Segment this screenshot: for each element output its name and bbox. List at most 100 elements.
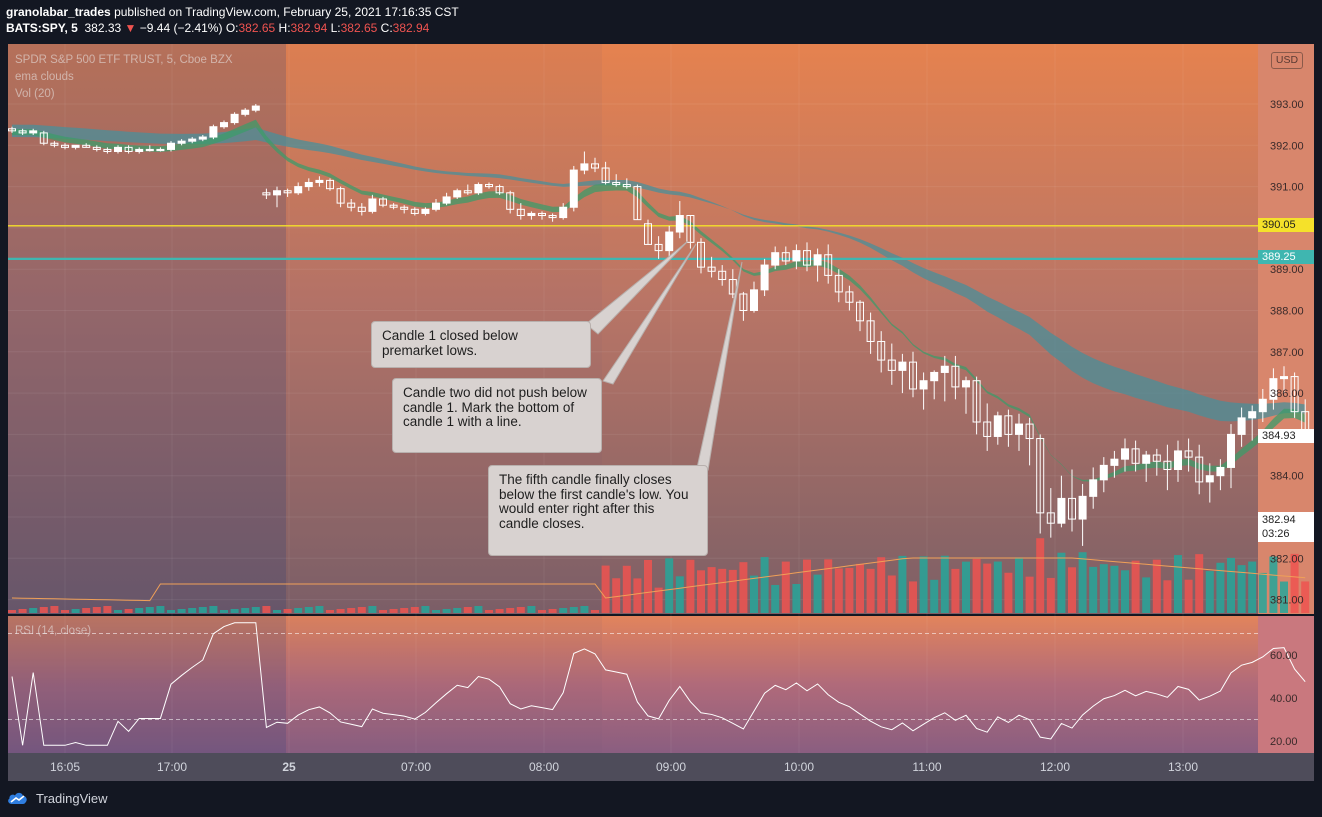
time-tick-label: 09:00: [656, 760, 686, 774]
candle-down: [856, 301, 864, 322]
time-tick-label: 13:00: [1168, 760, 1198, 774]
candle-up: [993, 415, 1002, 437]
time-tick-label: 25: [282, 760, 296, 774]
volume-bar: [39, 607, 48, 613]
price-tick-label: 387.00: [1270, 347, 1304, 359]
candle-down: [506, 192, 515, 210]
volume-bar: [707, 567, 716, 613]
candle-up: [665, 231, 674, 252]
candle-down: [1152, 454, 1161, 462]
candle-down: [803, 250, 811, 266]
last-price-value: 382.94: [1262, 514, 1296, 526]
time-tick-label: 11:00: [912, 760, 941, 774]
candle-down: [644, 223, 652, 245]
legend-ema-clouds[interactable]: ema clouds: [15, 71, 74, 83]
volume-bar: [1015, 557, 1023, 613]
candle-down: [1004, 415, 1013, 435]
candle-down: [124, 146, 133, 152]
candle-up: [241, 109, 250, 115]
candle-down: [1163, 460, 1172, 471]
legend-volume[interactable]: Vol (20): [15, 88, 55, 100]
volume-bar: [103, 606, 112, 613]
annotation-candle-2[interactable]: Candle two did not push below candle 1. …: [392, 378, 602, 453]
candle-up: [527, 212, 536, 217]
candle-up: [1248, 411, 1257, 419]
candle-down: [834, 274, 843, 293]
candle-up: [1099, 464, 1108, 481]
volume-bar: [845, 567, 854, 613]
tradingview-logo[interactable]: TradingView: [6, 790, 108, 806]
volume-bar: [357, 607, 366, 613]
candle-down: [548, 215, 557, 219]
candle-down: [654, 243, 663, 252]
annotation-candle-1[interactable]: Candle 1 closed below premarket lows.: [371, 321, 591, 368]
bar-countdown: 03:26: [1262, 528, 1290, 540]
volume-bar: [442, 609, 451, 613]
candle-down: [283, 190, 292, 194]
volume-bar: [1089, 566, 1098, 613]
volume-bar: [771, 584, 780, 613]
candle-down: [262, 192, 271, 196]
author-name[interactable]: granolabar_trades: [6, 5, 111, 19]
volume-bar: [326, 610, 334, 613]
candle-down: [1036, 438, 1045, 514]
candle-down: [877, 340, 886, 361]
candle-up: [1121, 448, 1129, 460]
volume-bar: [1216, 562, 1225, 613]
currency-button[interactable]: USD: [1271, 52, 1303, 69]
volume-bar: [71, 609, 80, 613]
volume-bar: [379, 610, 387, 613]
candle-down: [336, 188, 345, 204]
candle-down: [82, 144, 91, 148]
volume-bar: [1078, 552, 1087, 613]
rsi-session-shade-left: [8, 616, 286, 753]
footer: TradingView: [0, 783, 1322, 817]
candle-down: [410, 208, 419, 214]
volume-bar: [114, 610, 122, 613]
time-tick-label: 08:00: [529, 760, 559, 774]
volume-bar: [1205, 571, 1214, 613]
volume-bar: [834, 568, 843, 613]
yellow-line-price-tag: 390.05: [1258, 218, 1314, 232]
legend-rsi[interactable]: RSI (14, close): [15, 625, 92, 637]
slow-ema-cloud: [12, 124, 1306, 422]
volume-bar: [495, 609, 504, 613]
volume-bar: [82, 608, 91, 613]
candle-up: [1227, 433, 1235, 468]
price-tick-label: 391.00: [1270, 182, 1304, 194]
candle-up: [71, 144, 80, 148]
volume-bar: [283, 609, 292, 613]
volume-bar: [432, 610, 440, 613]
candle-down: [1184, 450, 1193, 458]
candle-down: [781, 252, 790, 262]
volume-bar: [750, 575, 758, 613]
candle-down: [1195, 456, 1204, 483]
candle-up: [294, 186, 303, 194]
volume-bar: [983, 563, 992, 613]
volume-bar: [1152, 559, 1161, 613]
annotation-candle-5[interactable]: The fifth candle finally closes below th…: [488, 465, 708, 556]
candle-down: [103, 148, 112, 152]
volume-bar: [336, 609, 345, 613]
last-price-tag: 382.94 03:26: [1258, 512, 1314, 542]
candle-up: [675, 215, 684, 233]
candle-down: [18, 130, 27, 134]
volume-bar: [824, 559, 833, 613]
volume-bar: [951, 568, 960, 613]
low-value: 382.65: [340, 21, 378, 35]
rsi-pane[interactable]: [8, 616, 1258, 753]
legend-title[interactable]: SPDR S&P 500 ETF TRUST, 5, Cboe BZX: [15, 54, 233, 66]
candle-up: [1237, 417, 1246, 435]
candle-up: [919, 380, 928, 390]
price-tick-label: 381.00: [1270, 595, 1304, 607]
time-axis[interactable]: [8, 753, 1314, 781]
close-value: 382.94: [392, 21, 430, 35]
volume-bar: [1046, 577, 1055, 613]
candle-down: [1025, 423, 1034, 440]
candle-down: [92, 146, 101, 150]
volume-bar: [304, 607, 313, 613]
candle-up: [156, 148, 165, 152]
candle-up: [1142, 454, 1151, 464]
rsi-price-axis[interactable]: [1258, 616, 1314, 753]
